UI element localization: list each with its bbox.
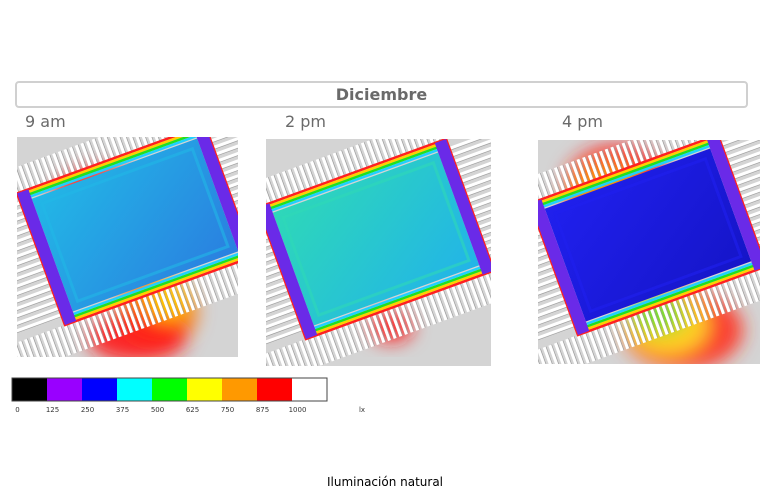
- side-wall: [266, 203, 318, 339]
- legend-label: 250: [81, 406, 94, 414]
- side-wall: [434, 139, 491, 275]
- time-label: 9 am: [25, 112, 66, 131]
- legend-label: 625: [186, 406, 199, 414]
- legend-label: 125: [46, 406, 59, 414]
- caption: Iluminación natural: [326, 475, 444, 489]
- legend-label: 0: [15, 406, 19, 414]
- side-wall: [193, 137, 238, 261]
- legend-swatch: [292, 378, 327, 401]
- legend-label: 1000: [289, 406, 307, 414]
- legend-swatch: [47, 378, 82, 401]
- illuminance-map: [17, 137, 238, 357]
- legend-label: 750: [221, 406, 234, 414]
- building: [17, 137, 238, 357]
- side-wall: [17, 189, 77, 325]
- legend-swatch: [12, 378, 47, 401]
- interior: [544, 148, 752, 322]
- side-wall: [706, 140, 760, 271]
- legend-swatch: [117, 378, 152, 401]
- legend-label: 500: [151, 406, 164, 414]
- time-label: 2 pm: [285, 112, 327, 131]
- legend-swatch: [187, 378, 222, 401]
- side-wall: [538, 199, 590, 335]
- legend-swatch: [222, 378, 257, 401]
- building: [538, 140, 760, 364]
- month-header: Diciembre: [15, 81, 748, 108]
- legend-swatch: [152, 378, 187, 401]
- color-legend: 0 125 250 375 500 625 750 875 1000 lx: [11, 377, 365, 414]
- interior: [31, 138, 238, 312]
- time-label: 4 pm: [562, 112, 604, 131]
- illuminance-map: [266, 139, 491, 366]
- legend-unit: lx: [359, 406, 365, 414]
- legend-swatch: [257, 378, 292, 401]
- legend-label: 875: [256, 406, 269, 414]
- legend-label: 375: [116, 406, 129, 414]
- legend-swatch: [82, 378, 117, 401]
- building: [266, 139, 491, 366]
- illuminance-map: [538, 140, 760, 364]
- interior: [272, 152, 480, 326]
- light-zone: [87, 312, 187, 357]
